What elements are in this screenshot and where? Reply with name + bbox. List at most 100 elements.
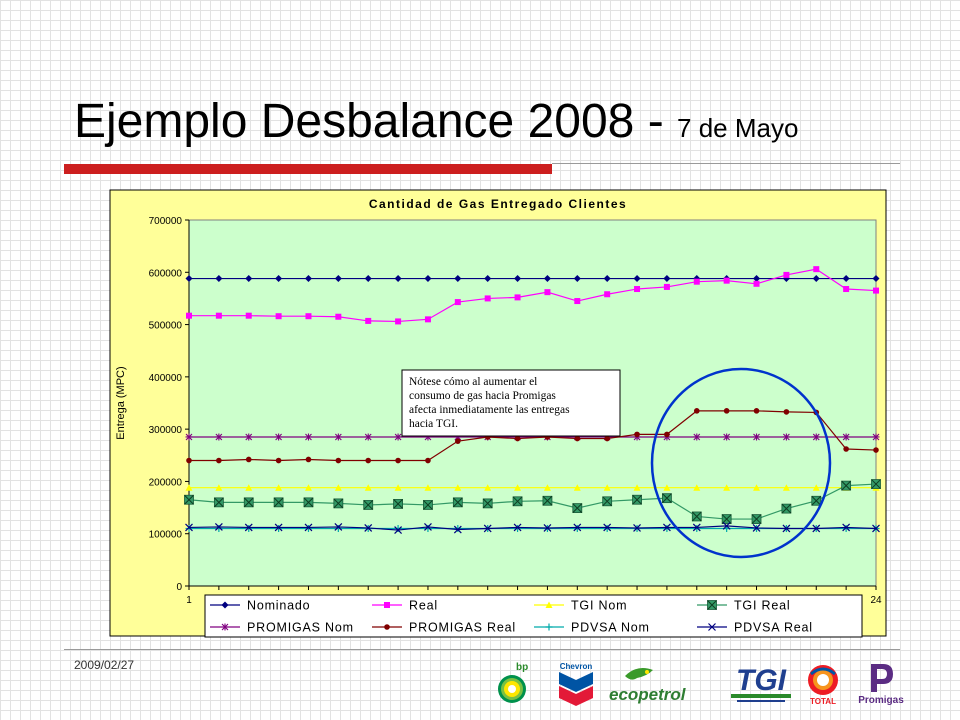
- ecopetrol-logo: ecopetrol: [607, 660, 713, 706]
- data-point: [424, 484, 432, 491]
- data-point: [245, 456, 252, 463]
- x-tick-label: 1: [186, 595, 192, 606]
- footer-date: 2009/02/27: [74, 658, 135, 672]
- data-point: [692, 523, 701, 532]
- data-point: [574, 298, 581, 305]
- data-point: [574, 435, 581, 442]
- data-point: [752, 524, 761, 532]
- data-point: [185, 275, 193, 283]
- legend-label: TGI Real: [734, 599, 790, 613]
- series-promigas-real: [186, 408, 879, 464]
- data-point: [215, 433, 223, 441]
- legend-label: PDVSA Nom: [571, 621, 650, 635]
- legend: Nominado Real TGI Nom TGI Real PROMIGAS Nom P…: [204, 594, 863, 638]
- data-point: [334, 433, 342, 441]
- data-point: [663, 484, 671, 491]
- data-point: [275, 313, 282, 320]
- data-point: [753, 484, 761, 491]
- slide-title-date: 7 de Mayo: [677, 113, 799, 143]
- data-point: [185, 524, 193, 532]
- data-point: [245, 484, 253, 491]
- data-point: [186, 312, 192, 319]
- data-point: [215, 275, 223, 283]
- legend-marker: [708, 623, 716, 631]
- data-point: [632, 494, 642, 505]
- data-point: [483, 524, 492, 533]
- data-point: [781, 503, 792, 514]
- data-point: [243, 497, 254, 508]
- data-point: [364, 524, 373, 532]
- data-point: [454, 299, 461, 306]
- data-point: [663, 524, 671, 532]
- x-tick-label: 24: [870, 595, 882, 606]
- data-point: [633, 275, 641, 283]
- y-tick-label: 600000: [149, 268, 183, 279]
- series-real: [186, 266, 879, 325]
- chevron-hallmark-icon: Chevron: [559, 662, 593, 706]
- data-point: [753, 275, 761, 283]
- data-point: [514, 435, 521, 442]
- data-point: [185, 484, 193, 491]
- data-point: [812, 433, 820, 441]
- legend-label: PDVSA Real: [734, 621, 813, 635]
- data-point: [693, 278, 700, 285]
- data-point: [305, 313, 312, 320]
- data-point: [573, 524, 581, 532]
- data-point: [454, 275, 462, 283]
- data-point: [693, 484, 701, 491]
- data-point: [544, 289, 551, 296]
- data-point: [304, 433, 312, 441]
- data-point: [335, 313, 342, 320]
- data-point: [543, 484, 551, 491]
- data-point: [453, 525, 462, 534]
- y-tick-label: 100000: [149, 530, 183, 541]
- data-point: [783, 271, 790, 278]
- data-point: [394, 275, 402, 283]
- annotation-line: consumo de gas hacia Promigas: [409, 390, 556, 402]
- legend-entry: Nominado: [210, 599, 310, 613]
- data-point: [334, 484, 342, 491]
- data-point: [215, 484, 223, 491]
- promigas-p-icon: Promigas: [858, 664, 904, 706]
- legend-marker: [221, 623, 229, 631]
- series-promigas-nom: [185, 433, 880, 441]
- legend-marker: [221, 601, 229, 609]
- data-point: [782, 433, 790, 441]
- data-point: [273, 497, 284, 508]
- legend-entry: TGI Nom: [534, 599, 627, 613]
- data-point: [843, 446, 849, 452]
- data-point: [245, 524, 253, 532]
- slide-title: Ejemplo Desbalance 2008 - 7 de Mayo: [74, 94, 798, 149]
- data-point: [424, 433, 432, 441]
- data-point: [275, 275, 283, 283]
- legend-entries: Nominado Real TGI Nom TGI Real PROMIGAS Nom P…: [210, 599, 813, 635]
- highlight-circle: [650, 367, 832, 559]
- data-point: [275, 524, 283, 532]
- bp-helios-icon: bp: [498, 662, 528, 703]
- data-point: [304, 523, 313, 532]
- data-point: [512, 496, 523, 507]
- data-point: [873, 447, 879, 453]
- data-point: [185, 433, 193, 441]
- legend-entry: PROMIGAS Nom: [210, 621, 353, 635]
- legend-label: Real: [409, 599, 438, 613]
- legend-label: Nominado: [247, 599, 310, 613]
- data-point: [393, 499, 403, 509]
- series-line: [189, 268, 877, 323]
- y-tick-label: 200000: [149, 477, 183, 488]
- total-wordmark: TOTAL: [810, 697, 836, 706]
- legend-entry: TGI Real: [697, 599, 790, 613]
- data-point: [365, 317, 372, 324]
- data-point: [513, 523, 522, 532]
- data-point: [244, 523, 253, 532]
- slide-title-main: Ejemplo Desbalance 2008 -: [74, 95, 678, 148]
- legend-entry: PDVSA Nom: [534, 621, 650, 635]
- legend-label: TGI Nom: [571, 599, 627, 613]
- legend-marker: [384, 624, 390, 630]
- data-point: [813, 266, 820, 273]
- data-point: [454, 484, 462, 491]
- data-point: [602, 496, 613, 507]
- data-point: [603, 523, 612, 532]
- data-point: [484, 295, 491, 302]
- data-point: [783, 409, 790, 415]
